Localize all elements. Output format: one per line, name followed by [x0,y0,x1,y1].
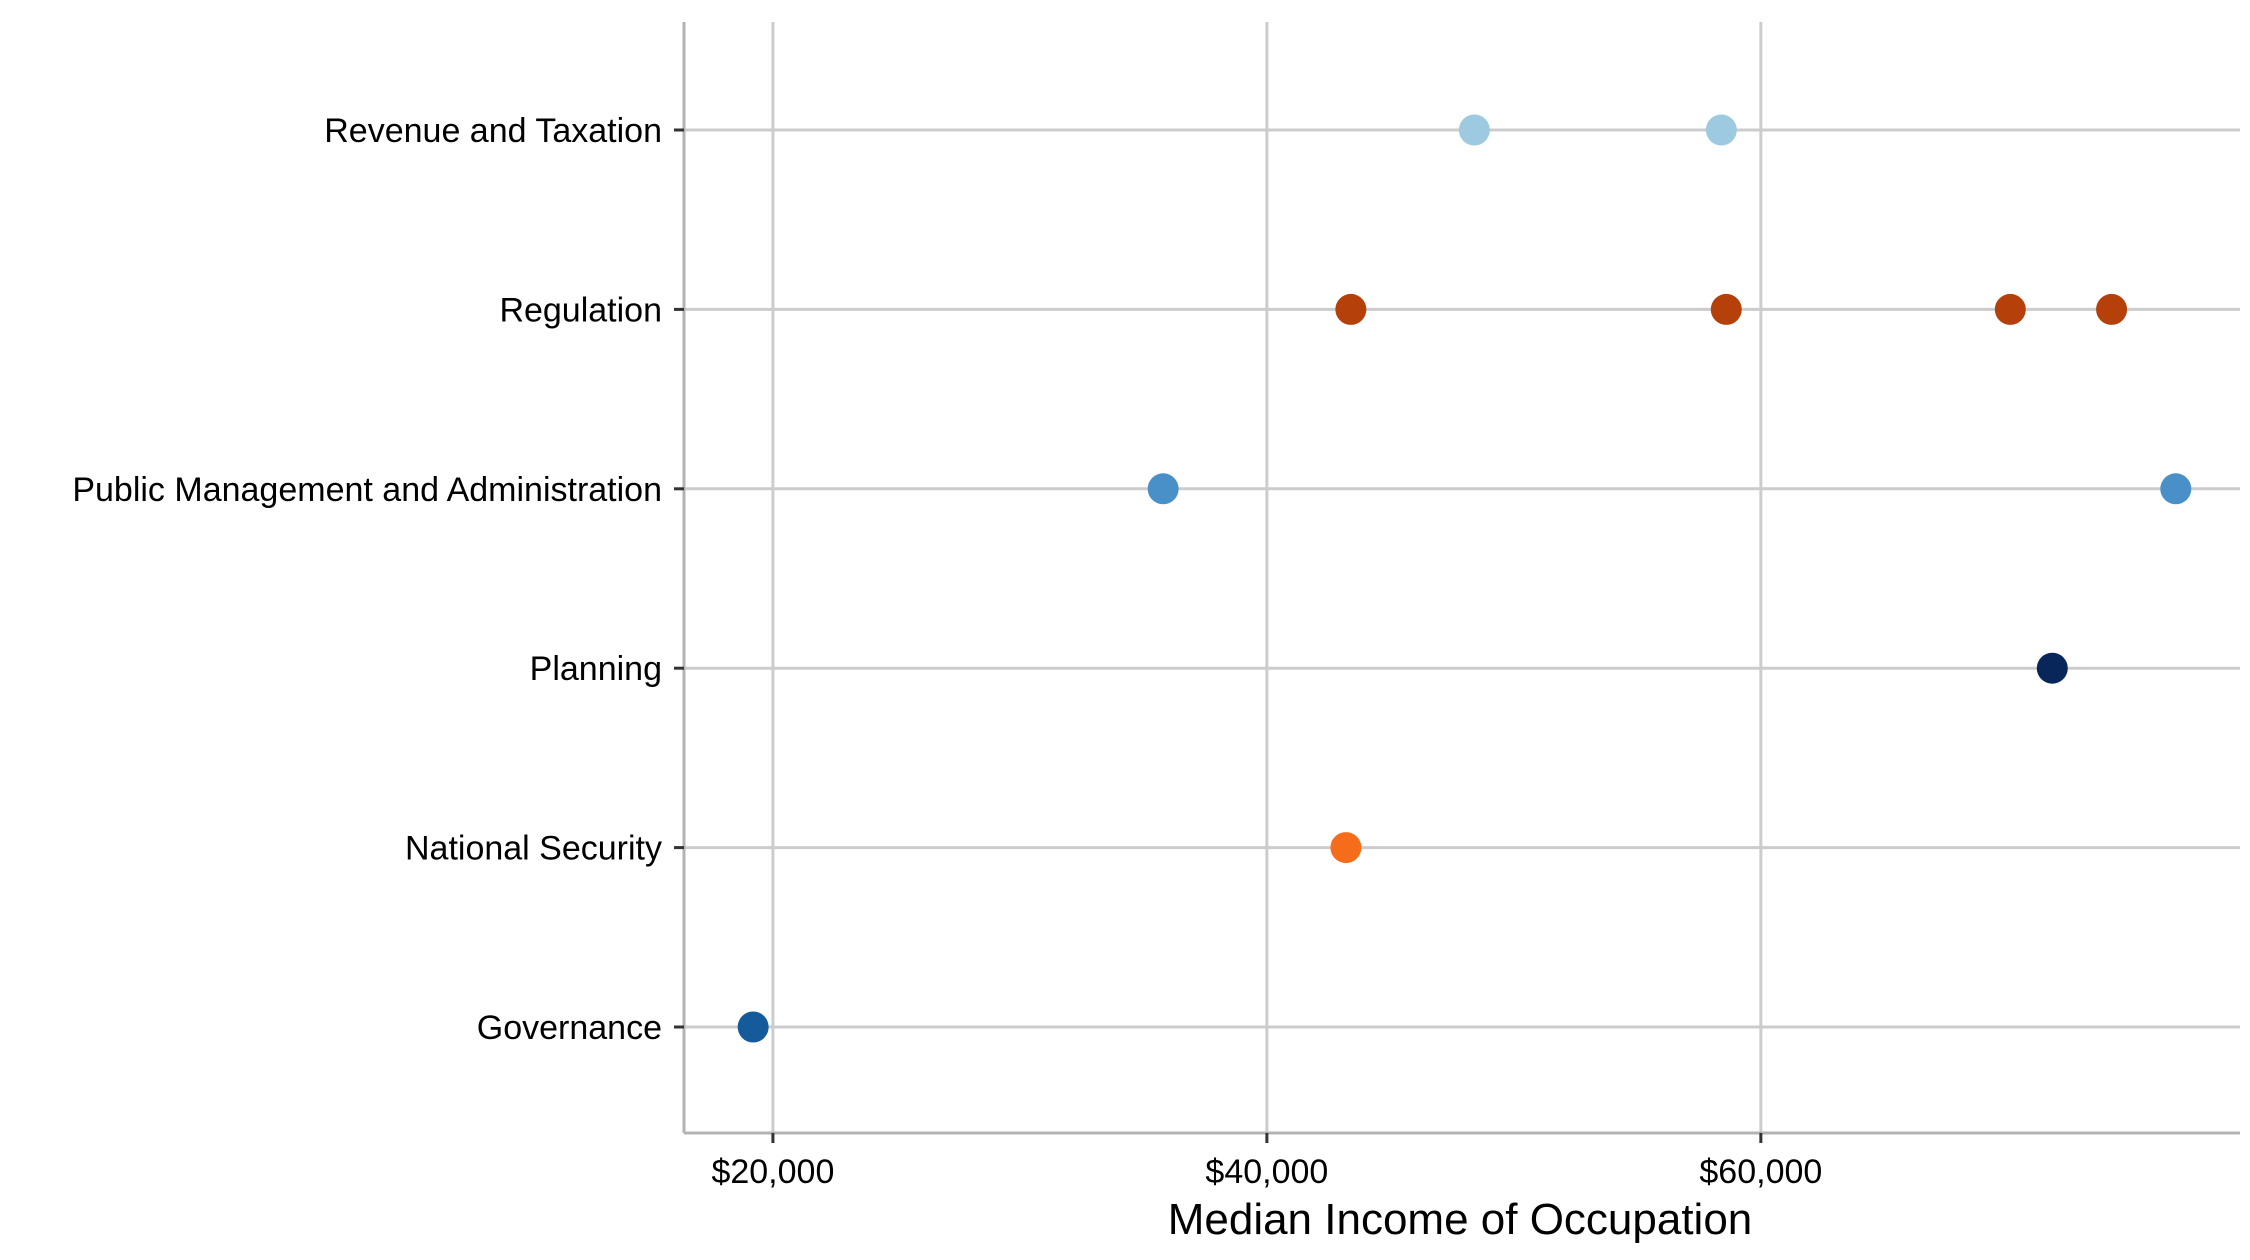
horizontal-gridlines [684,128,2240,1029]
data-points [737,114,2192,1043]
category-label: Public Management and Administration [72,471,662,509]
data-point [2096,293,2128,325]
x-tick-label: $40,000 [1205,1153,1328,1191]
category-label: Regulation [499,291,662,329]
vertical-gridlines [771,22,1763,1133]
category-label: Revenue and Taxation [324,112,662,150]
x-tick-label: $60,000 [1699,1153,1822,1191]
category-label: Governance [477,1009,662,1047]
category-label: National Security [405,830,662,868]
data-point [1710,293,1742,325]
category-labels: Revenue and Taxation Regulation Public Man… [72,112,662,1047]
data-point [1994,293,2026,325]
data-point [737,1011,769,1043]
data-point [1458,114,1490,146]
data-point [1705,114,1737,146]
data-point [2160,473,2192,505]
x-tick-label: $20,000 [711,1153,834,1191]
x-axis-ticks [771,1133,1763,1143]
y-axis-ticks [674,128,684,1029]
data-point [2036,652,2068,684]
x-axis-title: Median Income of Occupation [1168,1195,1753,1244]
data-point [1147,473,1179,505]
data-point [1330,832,1362,864]
data-point [1335,293,1367,325]
category-label: Planning [530,650,662,688]
x-tick-labels: $20,000 $40,000 $60,000 [711,1153,1822,1191]
